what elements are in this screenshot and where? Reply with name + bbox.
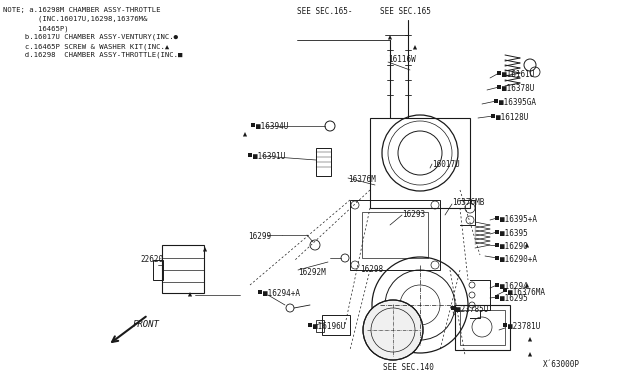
- Polygon shape: [203, 247, 207, 251]
- Text: ■16295: ■16295: [500, 294, 528, 303]
- Text: ■16376MA: ■16376MA: [508, 288, 545, 297]
- Polygon shape: [388, 35, 392, 39]
- Text: d.16298  CHAMBER ASSY-THROTTLE(INC.■: d.16298 CHAMBER ASSY-THROTTLE(INC.■: [3, 52, 182, 58]
- Text: b.16017U CHAMBER ASSY-VENTURY(INC.●: b.16017U CHAMBER ASSY-VENTURY(INC.●: [3, 34, 178, 41]
- Text: 16465P): 16465P): [3, 25, 68, 32]
- Bar: [316, 148, 331, 176]
- Text: ■16395: ■16395: [500, 229, 528, 238]
- Text: 22620: 22620: [140, 255, 163, 264]
- Text: 16293: 16293: [402, 210, 425, 219]
- Bar: [316, 320, 324, 332]
- Text: FRONT: FRONT: [133, 320, 160, 329]
- Text: 16376M: 16376M: [348, 175, 376, 184]
- Bar: [370, 118, 470, 208]
- Bar: [162, 245, 204, 293]
- Polygon shape: [525, 283, 529, 288]
- Bar: [350, 200, 440, 270]
- Polygon shape: [413, 45, 417, 49]
- Text: SEE SEC.165-: SEE SEC.165-: [297, 7, 353, 16]
- Text: ■23785U: ■23785U: [456, 305, 488, 314]
- Text: 16292M: 16292M: [298, 268, 326, 277]
- Text: SEE SEC.140: SEE SEC.140: [383, 363, 434, 372]
- Polygon shape: [243, 132, 247, 137]
- Text: 16116W: 16116W: [388, 55, 416, 64]
- Text: NOTE; a.16298M CHAMBER ASSY-THROTTLE: NOTE; a.16298M CHAMBER ASSY-THROTTLE: [3, 7, 161, 13]
- Text: ■16290+A: ■16290+A: [500, 255, 537, 264]
- Text: (INC.16017U,16298,16376M&: (INC.16017U,16298,16376M&: [3, 16, 147, 22]
- Bar: [362, 212, 428, 258]
- Text: ■16391U: ■16391U: [253, 152, 285, 161]
- Bar: [460, 310, 505, 345]
- Text: ■16378U: ■16378U: [502, 84, 534, 93]
- Bar: [322, 315, 350, 335]
- Text: ■16294+A: ■16294+A: [263, 289, 300, 298]
- Circle shape: [363, 300, 423, 360]
- Text: ■16161U: ■16161U: [502, 70, 534, 79]
- Text: 16376MB: 16376MB: [452, 198, 484, 207]
- Text: SEE SEC.165: SEE SEC.165: [380, 7, 431, 16]
- Text: ■16196U: ■16196U: [313, 322, 346, 331]
- Text: ■16395+A: ■16395+A: [500, 215, 537, 224]
- Polygon shape: [525, 243, 529, 247]
- Polygon shape: [528, 352, 532, 356]
- Text: 16299: 16299: [248, 232, 271, 241]
- Text: ■16128U: ■16128U: [496, 113, 529, 122]
- Bar: [455, 305, 510, 350]
- Text: ■16290: ■16290: [500, 242, 528, 251]
- Text: ■16294: ■16294: [500, 282, 528, 291]
- Text: c.16465P SCREW & WASHER KIT(INC.▲: c.16465P SCREW & WASHER KIT(INC.▲: [3, 43, 169, 49]
- Bar: [153, 260, 163, 280]
- Text: ■16395GA: ■16395GA: [499, 98, 536, 107]
- Text: ■16394U: ■16394U: [256, 122, 289, 131]
- Polygon shape: [528, 337, 532, 341]
- Text: ■23781U: ■23781U: [508, 322, 540, 331]
- Text: X´63000P: X´63000P: [543, 360, 580, 369]
- Text: 16017U: 16017U: [432, 160, 460, 169]
- Text: 16298: 16298: [360, 265, 383, 274]
- Polygon shape: [188, 292, 192, 296]
